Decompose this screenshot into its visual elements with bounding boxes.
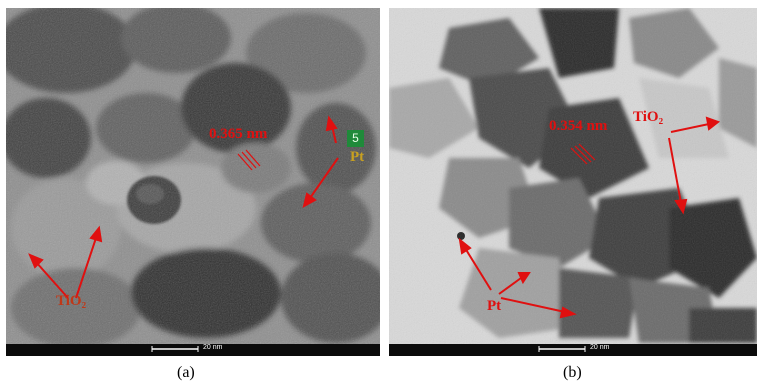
tio2-label-a: TiO₂ <box>56 293 87 309</box>
tem-image-a: 0.365 nm 5 Pt TiO₂ 20 nm <box>6 8 380 356</box>
caption-a: (a) <box>177 364 195 381</box>
annotation-arrows-b <box>458 116 721 319</box>
badge-a: 5 <box>347 130 364 147</box>
tem-micrograph-b <box>389 8 757 356</box>
scale-label-a: 20 nm <box>203 344 223 351</box>
pt-label-a: Pt <box>350 149 365 165</box>
scale-label-b: 20 nm <box>590 344 610 351</box>
lattice-fringe-marks <box>237 149 261 171</box>
tio2-label-b: TiO₂ <box>633 109 664 125</box>
lattice-fringe-marks-b <box>570 143 596 165</box>
tem-micrograph-a <box>6 8 380 356</box>
annotation-arrows <box>28 115 339 299</box>
lattice-spacing-label-b: 0.354 nm <box>549 118 608 134</box>
caption-b: (b) <box>563 364 582 381</box>
pt-label-b: Pt <box>487 298 502 314</box>
lattice-spacing-label-a: 0.365 nm <box>209 126 268 142</box>
tem-image-b: 0.354 nm TiO₂ Pt 20 nm <box>389 8 757 356</box>
